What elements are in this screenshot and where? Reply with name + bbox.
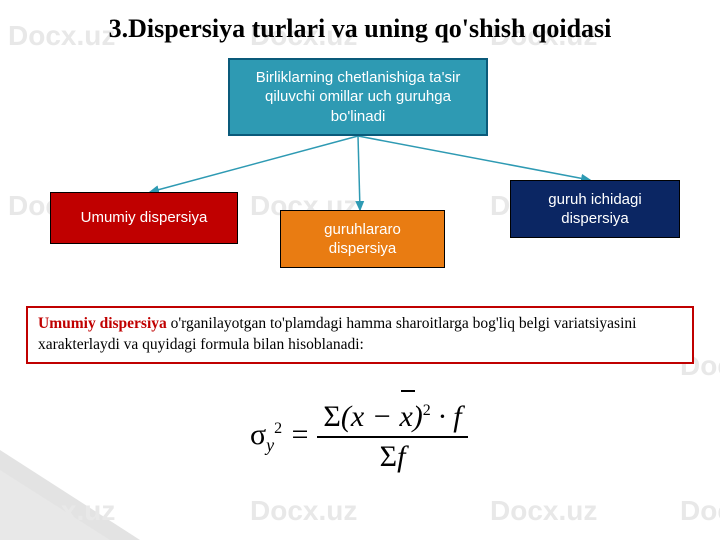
description-bold: Umumiy dispersiya [38,315,167,332]
x-bar: x [399,400,412,434]
denominator: Σf [317,438,467,474]
variance-formula: σy2 = Σ(x − x)2 · f Σf [250,400,468,474]
concept-box-umumiy: Umumiy dispersiya [50,192,238,244]
sigma-subscript: y [266,435,274,455]
root-concept-text: Birliklarning chetlanishiga ta'sir qiluv… [240,68,476,127]
watermark-text: Docx.uz [680,495,720,527]
slide-title: 3.Dispersiya turlari va uning qo'shish q… [0,14,720,44]
fraction: Σ(x − x)2 · f Σf [317,400,467,474]
concept-box-ichidagi: guruh ichidagi dispersiya [510,180,680,238]
root-concept-box: Birliklarning chetlanishiga ta'sir qiluv… [228,58,488,136]
sigma-superscript: 2 [274,420,282,437]
watermark-text: Docx.uz [250,495,357,527]
decorative-triangle-inner [0,470,110,540]
watermark-text: Docx.uz [490,495,597,527]
numerator: Σ(x − x)2 · f [317,400,467,438]
equals-sign: = [290,418,318,451]
concept-box-guruhlararo: guruhlararo dispersiya [280,210,445,268]
description-box: Umumiy dispersiya o'rganilayotgan to'pla… [26,306,694,364]
sigma-symbol: σ [250,418,266,451]
